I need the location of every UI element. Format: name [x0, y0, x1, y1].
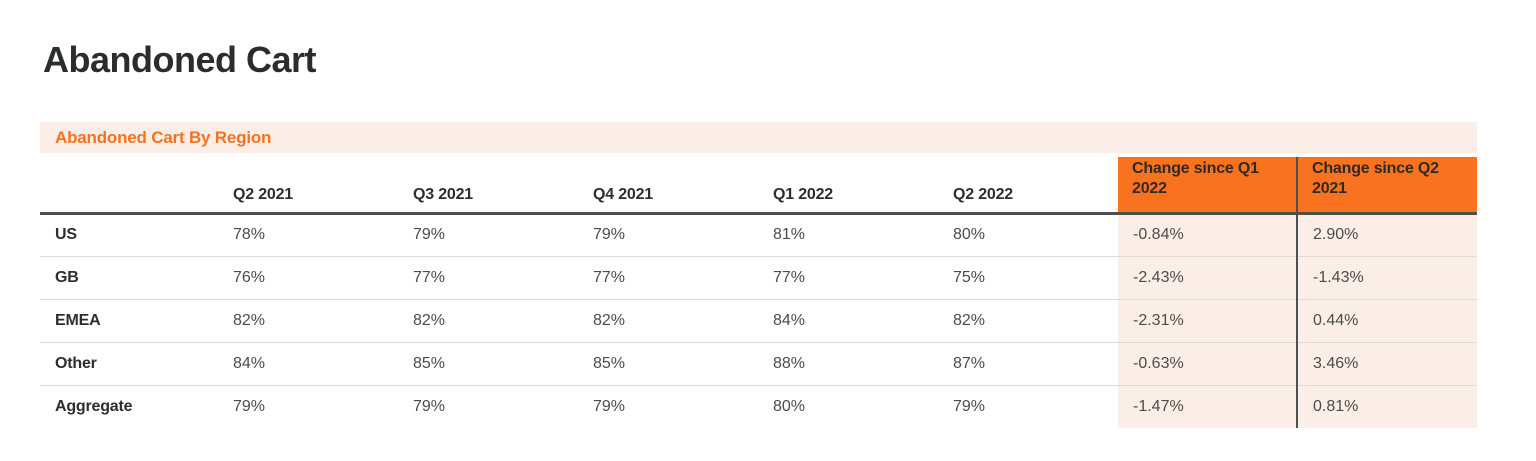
table-cell: 88%	[762, 341, 942, 385]
table-cell: 82%	[942, 298, 1118, 342]
table-cell: 80%	[762, 384, 942, 428]
table-row-aggregate: Aggregate 79% 79% 79% 80% 79% -1.47% 0.8…	[40, 384, 1477, 428]
table-cell: 77%	[762, 255, 942, 299]
header-row: Q2 2021 Q3 2021 Q4 2021 Q1 2022 Q2 2022 …	[40, 157, 1477, 215]
table-cell: 82%	[582, 298, 762, 342]
table-cell: 77%	[402, 255, 582, 299]
column-header-change-since-q2-2021: Change since Q2 2021	[1296, 157, 1477, 215]
table-cell: 77%	[582, 255, 762, 299]
table-cell: 85%	[582, 341, 762, 385]
table-cell: 79%	[582, 384, 762, 428]
row-label: Other	[40, 341, 222, 385]
table-cell: 76%	[222, 255, 402, 299]
row-label: EMEA	[40, 298, 222, 342]
row-label: US	[55, 226, 77, 243]
column-header-change-since-q1-2022: Change since Q1 2022	[1118, 157, 1297, 215]
table-cell-change: -2.31%	[1118, 298, 1297, 342]
table-cell-change: -2.43%	[1118, 255, 1297, 299]
table-cell: 82%	[402, 298, 582, 342]
table-cell: 79%	[222, 384, 402, 428]
table-cell-change: -1.47%	[1118, 384, 1297, 428]
column-header-q3-2021: Q3 2021	[402, 157, 582, 215]
table-cell: 84%	[222, 341, 402, 385]
column-header-q2-2021: Q2 2021	[222, 157, 402, 215]
table-cell-change: -0.84%	[1118, 213, 1297, 256]
row-label: Aggregate	[40, 384, 222, 428]
table-cell: 79%	[942, 384, 1118, 428]
section-title: Abandoned Cart By Region	[55, 127, 272, 147]
table-cell: 79%	[413, 226, 446, 243]
table-cell: 82%	[222, 298, 402, 342]
table-cell: 87%	[942, 341, 1118, 385]
table-row-gb: GB 76% 77% 77% 77% 75% -2.43% -1.43%	[40, 255, 1477, 299]
table-row-emea: EMEA 82% 82% 82% 84% 82% -2.31% 0.44%	[40, 298, 1477, 342]
section-band: Abandoned Cart By Region	[40, 122, 1477, 153]
table-cell-change: -0.63%	[1118, 341, 1297, 385]
table-cell: 78%	[233, 226, 266, 243]
band-gap	[40, 153, 1477, 157]
column-header-q1-2022: Q1 2022	[762, 157, 942, 215]
abandoned-cart-report: Abandoned Cart By Region Q2 2021 Q3 2021…	[40, 122, 1477, 428]
table-row-other: Other 84% 85% 85% 88% 87% -0.63% 3.46%	[40, 341, 1477, 385]
table-cell-change: 2.90%	[1296, 213, 1477, 256]
column-header-q4-2021: Q4 2021	[582, 157, 762, 215]
column-header-region	[40, 157, 222, 215]
table-row-us: US 78% 79% 79% 81% 80% -0.84% 2.90%	[40, 213, 1477, 256]
table-cell: 81%	[773, 226, 806, 243]
table-cell: 75%	[942, 255, 1118, 299]
column-header-q2-2022: Q2 2022	[942, 157, 1118, 215]
page-title: Abandoned Cart	[43, 39, 317, 81]
table-cell-change: -1.43%	[1296, 255, 1477, 299]
table-cell: 84%	[762, 298, 942, 342]
table-cell-change: 3.46%	[1296, 341, 1477, 385]
row-label: GB	[40, 255, 222, 299]
table-cell: 79%	[593, 226, 626, 243]
table-cell-change: 0.81%	[1296, 384, 1477, 428]
table-cell: 79%	[402, 384, 582, 428]
abandoned-cart-table: Q2 2021 Q3 2021 Q4 2021 Q1 2022 Q2 2022 …	[40, 157, 1477, 428]
table-cell: 85%	[402, 341, 582, 385]
table-cell: 80%	[953, 226, 986, 243]
table-cell-change: 0.44%	[1296, 298, 1477, 342]
